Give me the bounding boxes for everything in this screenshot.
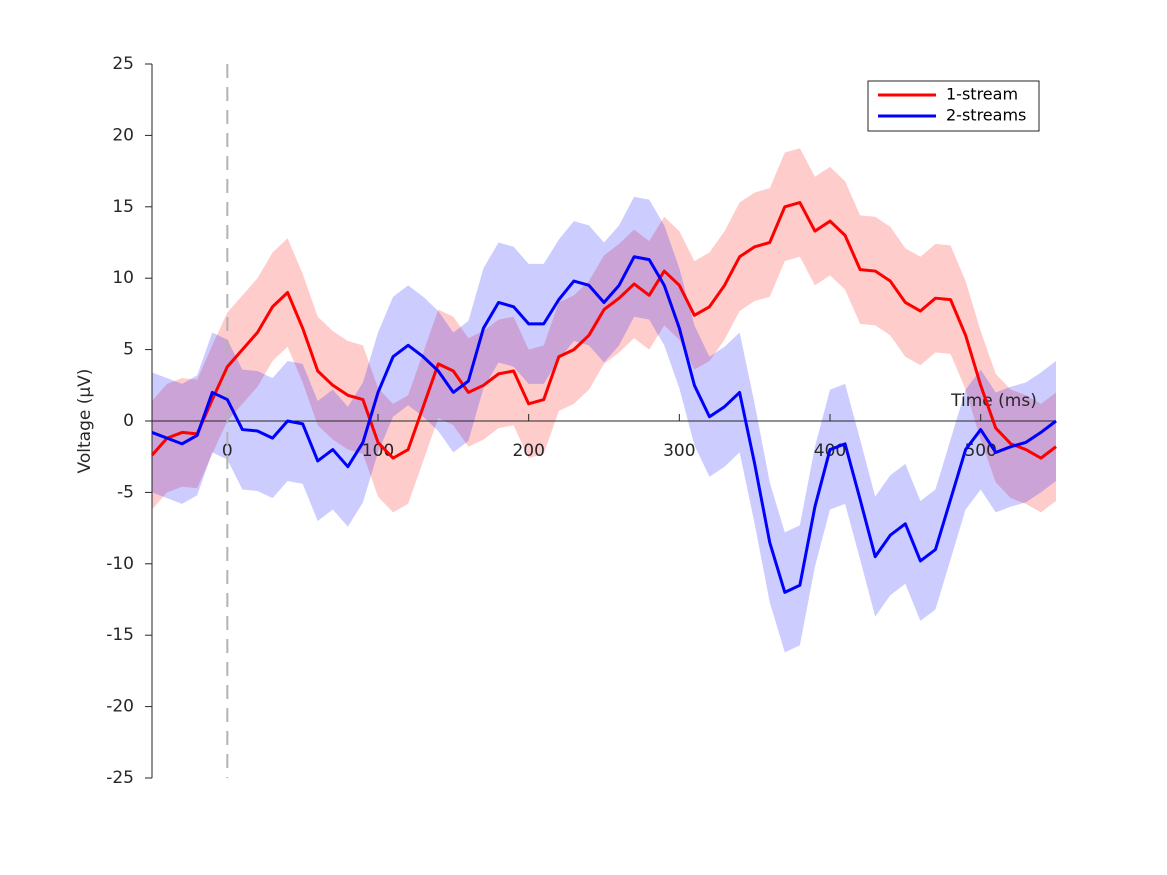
y-tick-label: -20 bbox=[106, 697, 134, 717]
legend-box bbox=[867, 80, 1040, 132]
error-band bbox=[152, 196, 1056, 653]
y-tick-label: 0 bbox=[123, 411, 134, 431]
y-tick-label: 15 bbox=[112, 197, 134, 217]
y-tick-label: 20 bbox=[112, 125, 134, 145]
legend-label: 2-streams bbox=[946, 106, 1026, 125]
series-line bbox=[151, 255, 1057, 594]
y-tick-label: 10 bbox=[112, 268, 134, 288]
y-tick-label: -5 bbox=[117, 482, 134, 502]
x-tick-label: 500 bbox=[964, 441, 996, 461]
x-axis-label: Time (ms) bbox=[950, 391, 1037, 411]
x-tick-label: 100 bbox=[362, 441, 394, 461]
y-tick-label: -10 bbox=[106, 554, 134, 574]
y-axis-label: Voltage (µV) bbox=[75, 369, 95, 474]
x-tick-label: 300 bbox=[663, 441, 695, 461]
legend: 1-stream 2-streams bbox=[867, 80, 1040, 132]
y-tick-label: 25 bbox=[112, 54, 134, 74]
x-tick-label: 200 bbox=[512, 441, 544, 461]
y-tick-label: -15 bbox=[106, 625, 134, 645]
y-tick-label: 5 bbox=[123, 340, 134, 360]
y-tick-label: -25 bbox=[106, 768, 134, 788]
legend-label: 1-stream bbox=[946, 85, 1018, 104]
series-line bbox=[150, 201, 1057, 460]
x-tick-label: 0 bbox=[222, 441, 233, 461]
